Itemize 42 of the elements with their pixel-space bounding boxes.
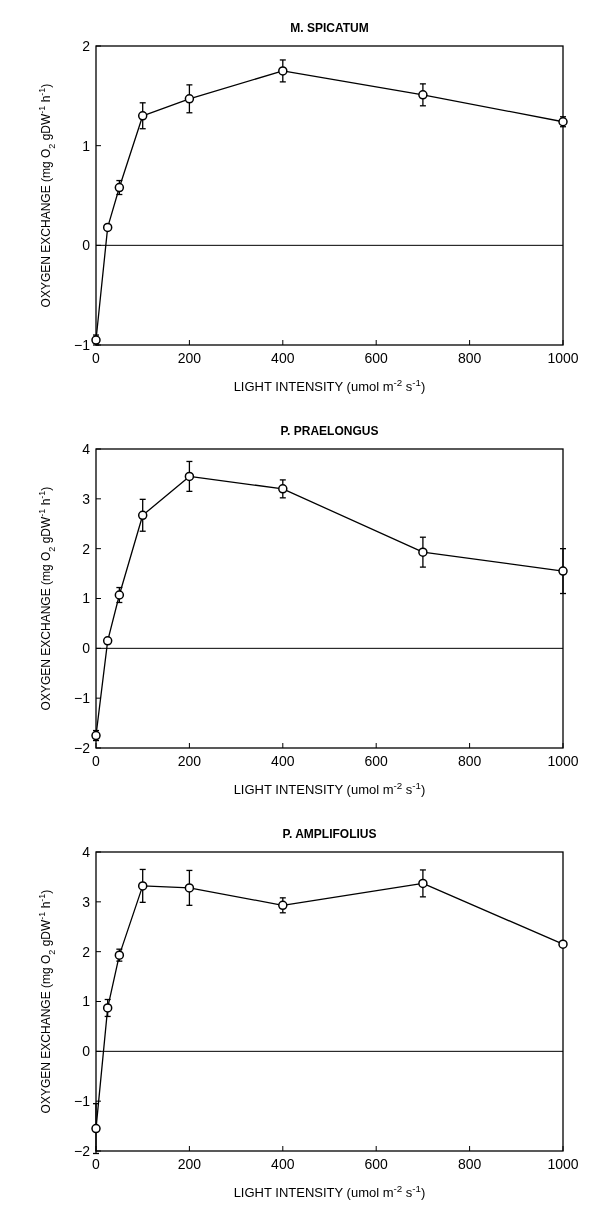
y-tick-label: −2	[74, 1142, 91, 1159]
x-tick-label: 800	[457, 1156, 482, 1172]
x-tick-label: 600	[364, 350, 389, 366]
x-tick-label: 1000	[547, 1156, 579, 1172]
y-tick-label: 4	[82, 843, 91, 860]
x-tick-label: 800	[457, 753, 482, 769]
y-tick-label: 3	[82, 490, 91, 507]
y-tick-label: 4	[82, 440, 91, 457]
x-tick-label: 200	[177, 1156, 202, 1172]
y-tick-label: 2	[82, 540, 91, 557]
chart-title: M. SPICATUM	[290, 21, 369, 35]
chart-title: P. PRAELONGUS	[280, 424, 379, 438]
y-tick-label: −1	[74, 1093, 91, 1110]
x-tick-label: 400	[271, 753, 295, 769]
y-tick-label: 3	[82, 893, 91, 910]
x-tick-label: 600	[364, 753, 389, 769]
x-tick-label: 200	[177, 753, 202, 769]
x-tick-label: 400	[271, 350, 295, 366]
x-tick-label: 0	[92, 1156, 101, 1172]
y-tick-label: −2	[74, 739, 91, 756]
y-tick-label: 1	[82, 137, 91, 154]
y-tick-label: 0	[82, 237, 91, 254]
y-tick-label: 1	[82, 993, 91, 1010]
x-axis-title: LIGHT INTENSITY (umol m$^{-2}$ s$^{-1}$)	[233, 779, 426, 797]
x-axis-title: LIGHT INTENSITY (umol m$^{-2}$ s$^{-1}$)	[233, 1182, 426, 1200]
x-axis-title: LIGHT INTENSITY (umol m$^{-2}$ s$^{-1}$)	[233, 376, 426, 394]
x-tick-label: 1000	[547, 350, 579, 366]
y-tick-label: −1	[74, 690, 91, 707]
chart-title: P. AMPLIFOLIUS	[282, 827, 377, 841]
x-tick-label: 1000	[547, 753, 579, 769]
y-tick-label: 0	[82, 640, 91, 657]
x-tick-label: 200	[177, 350, 202, 366]
y-tick-label: 0	[82, 1043, 91, 1060]
x-tick-label: 0	[92, 350, 101, 366]
y-tick-label: 2	[82, 37, 91, 54]
y-tick-label: 1	[82, 590, 91, 607]
y-tick-label: 2	[82, 943, 91, 960]
x-tick-label: 0	[92, 753, 101, 769]
x-tick-label: 400	[271, 1156, 295, 1172]
x-tick-label: 600	[364, 1156, 389, 1172]
x-tick-label: 800	[457, 350, 482, 366]
y-tick-label: −1	[74, 336, 91, 353]
